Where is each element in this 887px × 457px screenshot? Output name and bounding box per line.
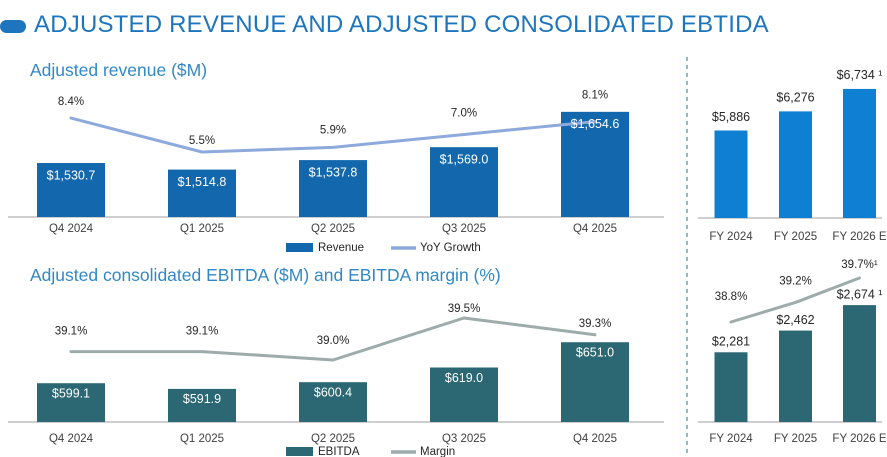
line-value-label: 39.1% xyxy=(186,326,219,338)
category-label: Q3 2025 xyxy=(442,223,486,235)
bar-value-label: $619.0 xyxy=(445,371,483,385)
line-value-label: 5.9% xyxy=(320,124,346,136)
legend-bar-label: Revenue xyxy=(318,242,364,254)
line-value-label: 39.1% xyxy=(55,326,88,338)
bar-value-label: $1,530.7 xyxy=(47,168,96,182)
category-label: FY 2026 E xyxy=(832,231,886,243)
bar xyxy=(37,383,105,422)
bar-value-label: $600.4 xyxy=(314,385,352,399)
bar-value-label: $6,734 ¹ xyxy=(837,68,883,82)
line-value-label: 38.8% xyxy=(715,291,748,303)
bar-value-label: $6,276 xyxy=(776,91,814,105)
revenue-chart-title: Adjusted revenue ($M) xyxy=(30,60,208,80)
line-value-label: 39.3% xyxy=(579,318,612,330)
ebitda-chart-title: Adjusted consolidated EBITDA ($M) and EB… xyxy=(30,265,501,285)
line-value-label: 8.1% xyxy=(582,90,608,102)
bar-value-label: $591.9 xyxy=(183,392,221,406)
bar-value-label: $2,462 xyxy=(776,313,814,327)
bar xyxy=(430,147,498,217)
trend-line xyxy=(729,276,861,324)
bar xyxy=(843,305,876,422)
category-label: Q3 2025 xyxy=(442,433,486,445)
legend-line-label: Margin xyxy=(420,446,455,457)
bar xyxy=(430,367,498,422)
revenue-quarterly-chart: 8.4% 5.5% 5.9% 7.0% 8.1% $1,530.7 $1,514.8 $1,5… xyxy=(8,90,664,254)
category-label: FY 2026 E xyxy=(832,433,886,445)
bar-value-label: $1,654.6 xyxy=(571,117,620,131)
category-label: Q1 2025 xyxy=(180,433,224,445)
category-label: Q4 2025 xyxy=(573,433,617,445)
category-label: Q4 2024 xyxy=(49,223,94,235)
bar xyxy=(299,382,367,422)
bar-value-label: $1,569.0 xyxy=(440,152,489,166)
category-label: FY 2025 xyxy=(774,231,817,243)
line-value-label: 8.4% xyxy=(58,96,84,108)
bar xyxy=(779,111,812,218)
category-label: FY 2025 xyxy=(774,433,817,445)
legend-bar-marker xyxy=(286,447,313,456)
bar xyxy=(779,330,812,422)
line-value-label: 39.7%¹ xyxy=(841,259,878,271)
legend-line-label: YoY Growth xyxy=(420,242,481,254)
bar xyxy=(561,342,629,422)
line-value-label: 7.0% xyxy=(451,107,477,119)
legend-bar-label: EBITDA xyxy=(318,446,360,457)
bar-value-label: $2,281 xyxy=(712,335,750,349)
category-label: Q2 2025 xyxy=(311,433,355,445)
bar xyxy=(37,163,105,217)
bar-value-label: $5,886 xyxy=(712,110,750,124)
bar xyxy=(168,388,236,422)
category-label: FY 2024 xyxy=(709,433,753,445)
bar xyxy=(714,352,748,422)
trend-line xyxy=(69,116,597,154)
category-label: Q2 2025 xyxy=(311,223,355,235)
revenue-full-year-chart: $5,886 $6,276 $6,734 ¹ FY 2024 FY 2025 FY 202… xyxy=(698,68,887,243)
bar-value-label: $651.0 xyxy=(576,346,614,360)
line-value-label: 5.5% xyxy=(189,135,215,147)
line-value-label: 39.5% xyxy=(448,303,481,315)
bar-value-label: $599.1 xyxy=(52,387,90,401)
ebitda-quarterly-chart: 39.1% 39.1% 39.0% 39.5% 39.3% $599.1 $591.9 $60… xyxy=(8,303,664,457)
line-value-label: 39.2% xyxy=(779,275,812,287)
page-title: ADJUSTED REVENUE AND ADJUSTED CONSOLIDAT… xyxy=(34,11,769,38)
slide-header: ADJUSTED REVENUE AND ADJUSTED CONSOLIDAT… xyxy=(0,11,769,39)
bar xyxy=(714,130,748,218)
bar-value-label: $1,537.8 xyxy=(309,165,358,179)
bar-value-label: $1,514.8 xyxy=(178,175,227,189)
title-bullet-icon xyxy=(0,20,26,33)
legend-bar-marker xyxy=(286,243,313,252)
bar xyxy=(843,88,876,219)
category-label: FY 2024 xyxy=(709,231,753,243)
section-divider xyxy=(686,57,688,457)
bar xyxy=(561,111,629,217)
bar-value-label: $2,674 ¹ xyxy=(837,287,883,301)
ebitda-full-year-chart: 38.8% 39.2% 39.7%¹ $2,281 $2,462 $2,674 ¹ FY 2… xyxy=(698,259,887,445)
bar xyxy=(168,169,236,217)
line-value-label: 39.0% xyxy=(317,335,350,347)
trend-line xyxy=(69,316,597,362)
category-label: Q4 2025 xyxy=(573,223,617,235)
bar xyxy=(299,160,367,217)
category-label: Q1 2025 xyxy=(180,223,224,235)
category-label: Q4 2024 xyxy=(49,433,94,445)
